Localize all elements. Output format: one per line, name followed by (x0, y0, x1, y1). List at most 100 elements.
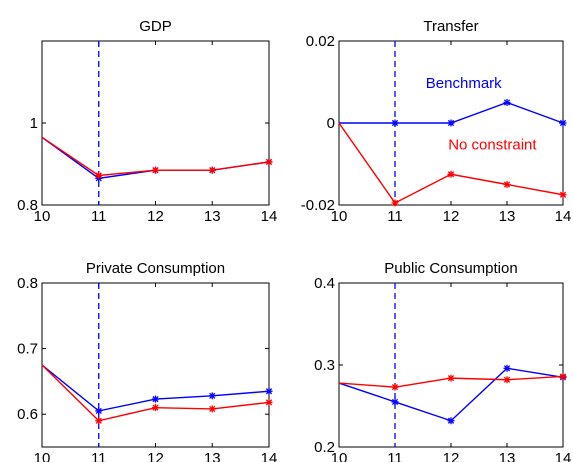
marker-stroke (391, 119, 399, 127)
series-benchmark (338, 364, 567, 425)
series-line (41, 364, 270, 412)
data-point (152, 395, 159, 403)
data-point (391, 119, 399, 127)
y-tick-label: 0.7 (17, 341, 38, 358)
marker-stroke (391, 384, 399, 391)
data-point (208, 405, 216, 413)
x-tick-label: 13 (204, 450, 221, 462)
series-no-constraint (338, 372, 567, 391)
x-tick-label: 11 (387, 208, 403, 225)
series-no-constraint (41, 364, 273, 425)
marker-stroke (391, 398, 399, 405)
x-tick-label: 13 (499, 450, 516, 462)
y-tick-label: 1 (30, 115, 38, 132)
data-point (503, 376, 511, 384)
data-point (152, 404, 159, 412)
y-tick-label: 0.8 (17, 275, 38, 292)
y-tick-label: 0.6 (17, 406, 38, 423)
data-point (391, 383, 399, 391)
y-tick-label: 0.8 (17, 197, 38, 214)
data-point (559, 119, 567, 127)
x-tick-label: 10 (34, 450, 51, 462)
annotation-label: Benchmark (426, 75, 502, 92)
marker-stroke (447, 171, 455, 178)
chart-panel-2: Private Consumption 10 11 12 13 14 0.6 0.7 0.8 (17, 260, 277, 462)
x-tick-label: 10 (331, 450, 348, 462)
marker-stroke (209, 392, 216, 399)
data-point (559, 372, 567, 380)
y-tick-label: 0.02 (306, 33, 335, 50)
y-tick-label: 0.3 (314, 357, 335, 374)
chart-panel-3: Public Consumption 10 11 12 13 14 0.2 0.3 0.4 (314, 260, 571, 462)
marker-stroke (209, 167, 216, 174)
series-line (338, 122, 564, 204)
x-tick-label: 14 (555, 450, 572, 462)
x-tick-label: 13 (204, 208, 221, 225)
marker-stroke (503, 376, 511, 383)
axes-frame (41, 40, 270, 206)
marker-stroke (152, 167, 159, 174)
marker-stroke (559, 119, 567, 127)
data-point (208, 166, 216, 174)
data-point (391, 398, 399, 406)
series-no-constraint (338, 122, 567, 207)
data-point (265, 158, 273, 166)
data-point (503, 364, 511, 372)
data-point (391, 199, 399, 207)
x-tick-label: 12 (443, 450, 460, 462)
y-tick-label: 0 (327, 115, 335, 132)
y-tick-label: 0.4 (314, 275, 335, 292)
marker-stroke (95, 417, 102, 424)
chart-title: Private Consumption (86, 260, 225, 277)
chart-panel-0: GDP 10 11 12 13 14 0.8 1 (17, 18, 277, 225)
data-point (95, 417, 103, 425)
series-benchmark (41, 136, 273, 182)
data-point (95, 171, 103, 179)
marker-stroke (503, 99, 511, 106)
x-tick-label: 14 (555, 208, 572, 225)
data-point (447, 170, 455, 178)
data-point (447, 374, 455, 382)
annotation-label: No constraint (448, 137, 537, 154)
x-tick-label: 11 (387, 450, 403, 462)
marker-stroke (391, 199, 399, 207)
chart-panel-1: Transfer 10 11 12 13 14 -0.02 0 0.02 Benchmark No … (301, 18, 572, 225)
chart-title: Transfer (423, 18, 478, 35)
x-tick-label: 13 (499, 208, 516, 225)
marker-stroke (503, 365, 511, 372)
series-no-constraint (41, 136, 273, 179)
data-point (447, 417, 455, 425)
x-tick-label: 10 (331, 208, 348, 225)
axes-frame (41, 282, 270, 448)
data-point (265, 398, 273, 406)
chart-title: Public Consumption (384, 260, 517, 277)
x-tick-label: 12 (147, 450, 164, 462)
marker-stroke (503, 181, 511, 188)
y-tick-label: 0.2 (314, 439, 335, 456)
data-point (152, 166, 159, 174)
marker-stroke (209, 405, 216, 413)
series-benchmark (41, 364, 273, 415)
data-point (503, 181, 511, 188)
series-benchmark (339, 99, 567, 127)
x-tick-label: 10 (34, 208, 51, 225)
x-tick-label: 11 (91, 450, 107, 462)
marker-stroke (95, 172, 102, 179)
marker-stroke (152, 396, 159, 403)
marker-stroke (265, 388, 273, 395)
x-tick-label: 12 (147, 208, 164, 225)
x-tick-label: 14 (261, 208, 278, 225)
data-point (265, 387, 273, 395)
marker-stroke (559, 373, 567, 380)
marker-stroke (447, 119, 455, 127)
x-tick-label: 14 (261, 450, 278, 462)
marker-stroke (559, 191, 567, 198)
y-tick-label: -0.02 (301, 197, 335, 214)
x-tick-label: 11 (91, 208, 107, 225)
chart-title: GDP (139, 18, 172, 35)
marker-stroke (265, 399, 273, 406)
marker-stroke (152, 404, 159, 411)
marker-stroke (447, 375, 455, 382)
marker-stroke (95, 407, 102, 415)
